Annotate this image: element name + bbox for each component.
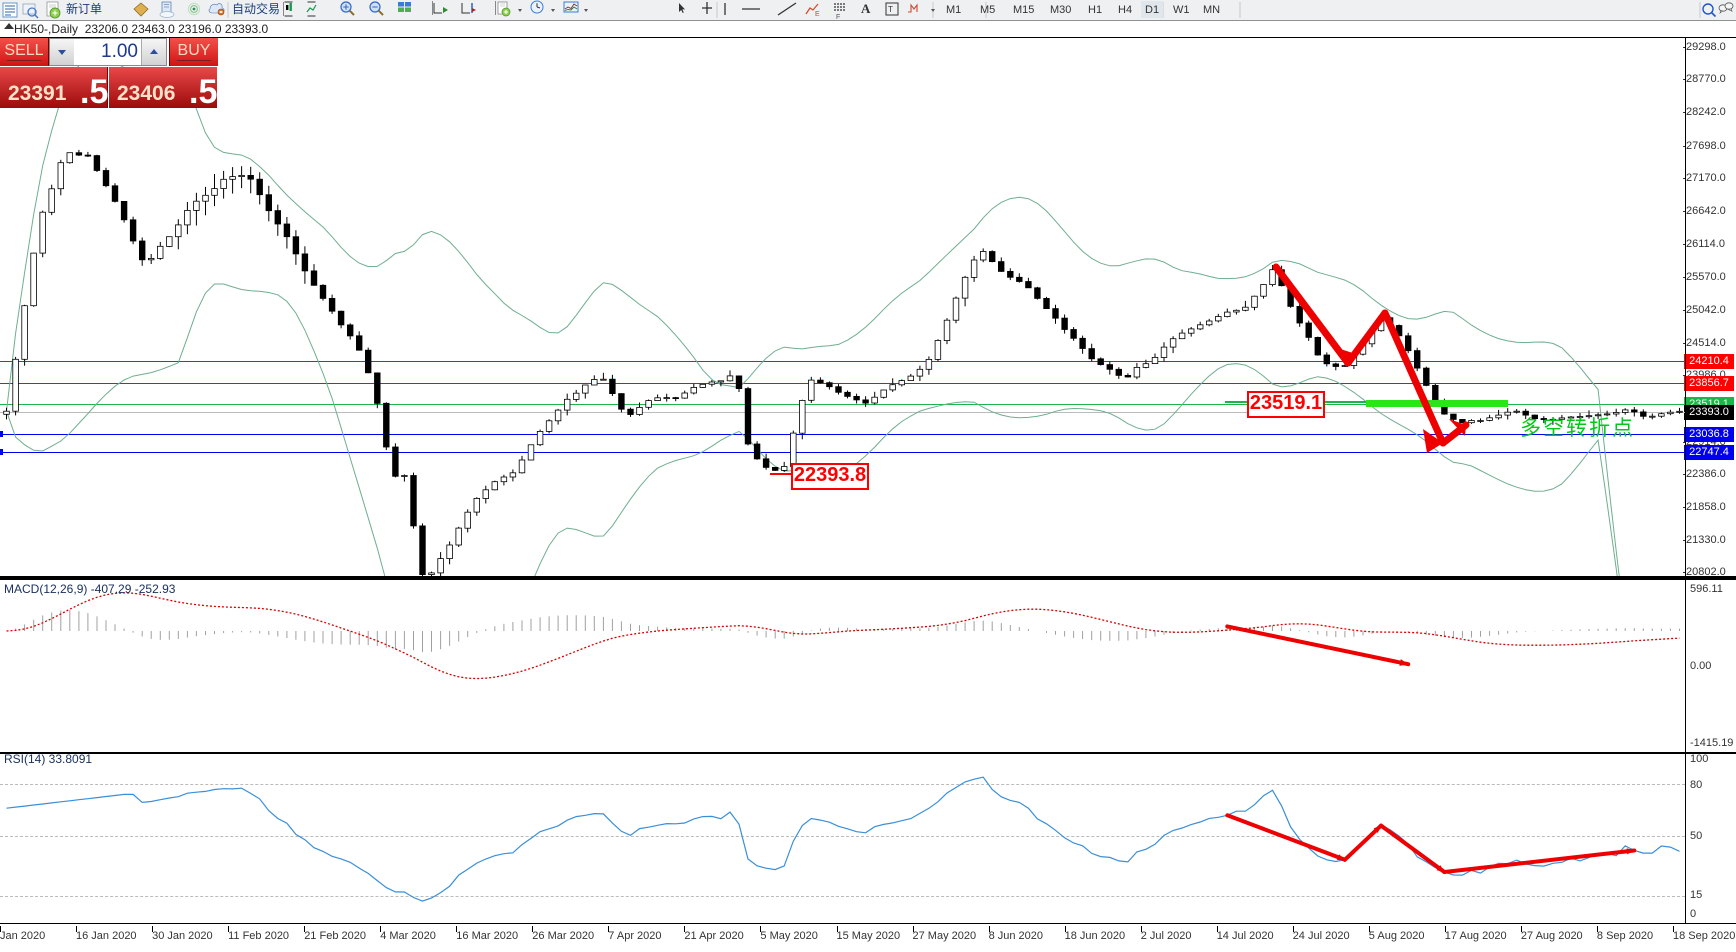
svg-text:H1: H1 (1088, 4, 1102, 16)
svg-text:自动交易: 自动交易 (232, 1, 280, 16)
svg-text:A: A (861, 1, 871, 16)
svg-text:MN: MN (1203, 4, 1220, 16)
svg-text:W1: W1 (1173, 4, 1190, 16)
svg-text:E: E (815, 11, 820, 18)
svg-text:M5: M5 (980, 4, 995, 16)
svg-text:T: T (888, 5, 893, 14)
svg-text:D1: D1 (1145, 4, 1159, 16)
svg-text:M30: M30 (1050, 4, 1071, 16)
svg-text:F: F (836, 14, 840, 20)
svg-text:新订单: 新订单 (66, 1, 102, 16)
svg-text:H4: H4 (1118, 4, 1132, 16)
svg-text:M15: M15 (1013, 4, 1034, 16)
svg-text:M1: M1 (946, 4, 961, 16)
